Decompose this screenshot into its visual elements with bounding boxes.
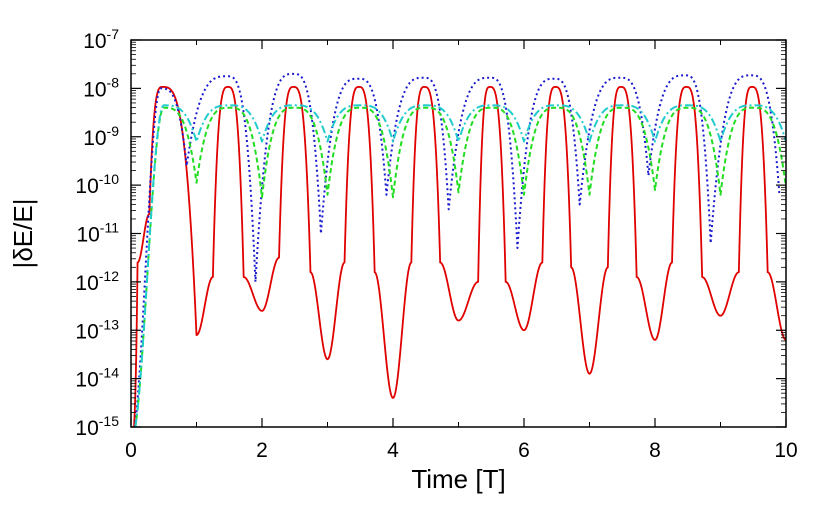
y-tick-label-6: 10-13 [75, 316, 119, 343]
ticks-layer: 0 2 4 6 8 10 10-7 10-8 10-9 10-10 10-11 10-12 10-13 1… [75, 26, 797, 462]
y-tick-label-0: 10-7 [83, 26, 119, 53]
y-tick-label-3: 10-10 [75, 171, 119, 198]
y-axis-label: |δE/E| [8, 199, 38, 269]
x-tick-label-2: 4 [387, 439, 399, 462]
x-tick-label-1: 2 [256, 439, 268, 462]
series-4-cyan-dashdot [134, 104, 786, 427]
y-tick-label-7: 10-14 [75, 365, 119, 392]
y-tick-label-4: 10-11 [76, 220, 119, 247]
x-tick-label-5: 10 [774, 439, 797, 462]
x-tick-label-0: 0 [125, 439, 137, 462]
series-2-blue-dotted [133, 72, 781, 427]
series-1-red-solid [133, 86, 786, 427]
y-tick-label-8: 10-15 [75, 413, 119, 440]
x-axis-label: Time [T] [411, 464, 505, 494]
y-tick-label-1: 10-8 [83, 74, 119, 101]
x-tick-label-4: 8 [649, 439, 661, 462]
series-layer [133, 72, 786, 427]
y-tick-label-5: 10-12 [75, 268, 119, 295]
series-3-green-dashed [134, 106, 786, 427]
x-tick-label-3: 6 [518, 439, 530, 462]
y-tick-label-2: 10-9 [83, 123, 119, 150]
